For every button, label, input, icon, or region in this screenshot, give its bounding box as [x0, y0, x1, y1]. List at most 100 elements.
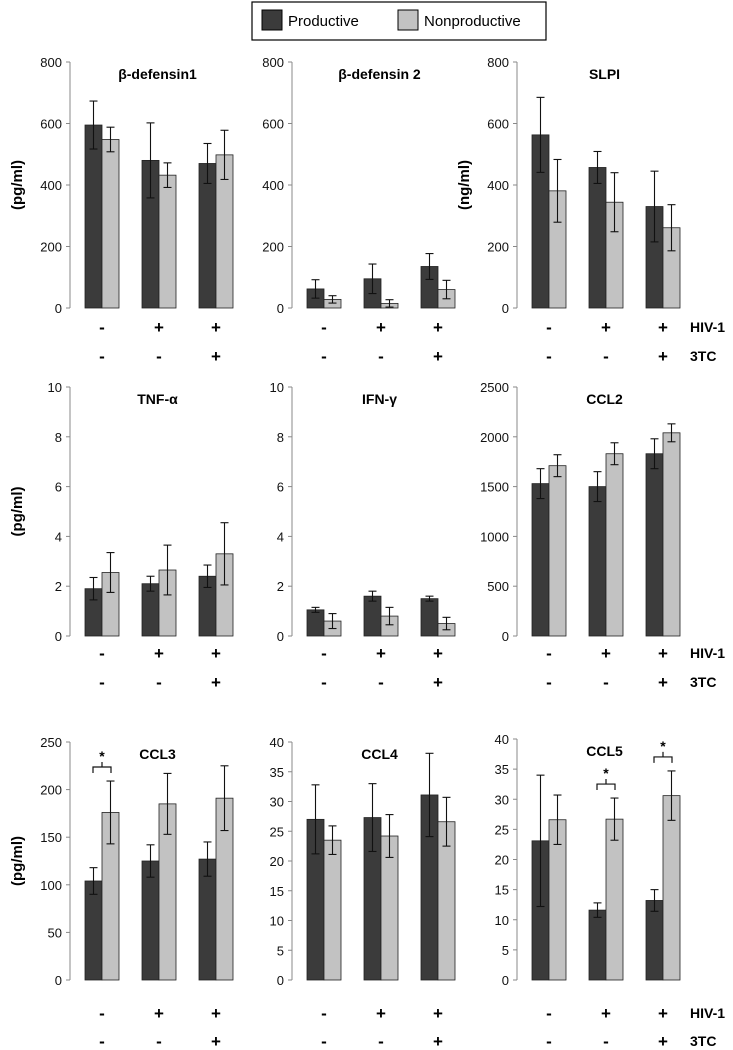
tc-condition: + — [211, 673, 221, 692]
tc-condition: - — [99, 347, 105, 366]
hiv-condition: + — [211, 644, 221, 663]
tc-condition: - — [156, 1032, 162, 1050]
hiv-condition: - — [321, 1004, 327, 1023]
y-tick-label: 30 — [270, 795, 284, 810]
y-tick-label: 5 — [277, 943, 284, 958]
hiv-condition: + — [658, 318, 668, 337]
y-tick-label: 200 — [40, 240, 62, 255]
hiv-condition: + — [376, 1004, 386, 1023]
tc-condition: - — [603, 673, 609, 692]
panel-title: CCL5 — [586, 743, 623, 759]
bar-productive — [531, 483, 550, 637]
bar-nonproductive — [605, 818, 624, 981]
y-tick-label: 4 — [277, 529, 284, 544]
bar-nonproductive — [323, 839, 342, 981]
tc-condition: - — [156, 673, 162, 692]
y-tick-label: 0 — [502, 973, 509, 988]
panel-ccl3: 0 50 100 150 200 250 CCL3 (pg/ml) * - - + - + + — [9, 735, 234, 1050]
hiv-condition: - — [321, 318, 327, 337]
y-tick-label: 250 — [40, 735, 62, 750]
y-tick-label: 6 — [55, 480, 62, 495]
tc-condition: - — [321, 1032, 327, 1050]
y-tick-label: 400 — [487, 178, 509, 193]
panel-slpi: 0 200 400 600 800 SLPI (ng/ml) - - + - + + HIV-1 3TC — [456, 55, 725, 366]
hiv-condition: - — [99, 318, 105, 337]
y-axis-label: (pg/ml) — [9, 836, 26, 886]
tc-condition: + — [433, 347, 443, 366]
panel--defensin1: 0 200 400 600 800 β-defensin1 (pg/ml) - - + - + + — [9, 55, 234, 366]
panel-title: SLPI — [589, 66, 620, 82]
tc-label: 3TC — [690, 674, 716, 690]
panel-title: CCL3 — [139, 746, 176, 762]
hiv-condition: + — [211, 318, 221, 337]
y-tick-label: 600 — [262, 117, 284, 132]
y-tick-label: 35 — [495, 762, 509, 777]
tc-condition: + — [658, 347, 668, 366]
hiv-label: HIV-1 — [690, 1005, 725, 1021]
tc-condition: - — [546, 673, 552, 692]
hiv-condition: - — [99, 1004, 105, 1023]
tc-label: 3TC — [690, 348, 716, 364]
y-tick-label: 800 — [40, 55, 62, 70]
bar-nonproductive — [605, 453, 624, 637]
y-tick-label: 2500 — [480, 380, 509, 395]
y-tick-label: 2 — [277, 579, 284, 594]
y-tick-label: 200 — [487, 240, 509, 255]
y-tick-label: 400 — [40, 178, 62, 193]
y-tick-label: 10 — [270, 914, 284, 929]
hiv-condition: + — [601, 318, 611, 337]
significance-bracket — [596, 779, 616, 791]
panel-ccl5: 0 5 10 15 20 25 30 35 40 CCL5 - - * + - * + + HIV-1 3TC — [495, 732, 726, 1050]
hiv-condition: - — [321, 644, 327, 663]
tc-condition: - — [321, 673, 327, 692]
panel-title: CCL2 — [586, 391, 623, 407]
hiv-label: HIV-1 — [690, 645, 725, 661]
y-tick-label: 0 — [502, 629, 509, 644]
y-tick-label: 25 — [270, 824, 284, 839]
tc-condition: - — [546, 1032, 552, 1050]
tc-condition: + — [211, 347, 221, 366]
y-axis-label: (pg/ml) — [9, 160, 26, 210]
tc-condition: + — [433, 1032, 443, 1050]
hiv-condition: + — [376, 644, 386, 663]
significance-star: * — [603, 765, 609, 781]
y-tick-label: 15 — [495, 883, 509, 898]
y-tick-label: 800 — [262, 55, 284, 70]
hiv-condition: + — [658, 644, 668, 663]
tc-condition: - — [378, 347, 384, 366]
significance-star: * — [99, 748, 105, 764]
y-tick-label: 0 — [502, 301, 509, 316]
tc-condition: - — [603, 347, 609, 366]
bar-productive — [420, 598, 439, 637]
y-tick-label: 40 — [495, 732, 509, 747]
bar-productive — [588, 486, 607, 637]
bar-nonproductive — [158, 174, 177, 309]
tc-label: 3TC — [690, 1033, 716, 1049]
legend-swatch-nonproductive — [397, 9, 419, 31]
tc-condition: - — [546, 347, 552, 366]
y-tick-label: 25 — [495, 822, 509, 837]
y-tick-label: 10 — [270, 380, 284, 395]
significance-bracket — [92, 762, 112, 774]
panel--defensin-2: 0 200 400 600 800 β-defensin 2 - - + - + + — [262, 55, 456, 366]
tc-condition: + — [433, 673, 443, 692]
y-tick-label: 0 — [277, 629, 284, 644]
tc-condition: - — [603, 1032, 609, 1050]
y-tick-label: 10 — [48, 380, 62, 395]
panel-title: β-defensin 2 — [338, 66, 421, 82]
hiv-condition: + — [433, 644, 443, 663]
y-tick-label: 2 — [55, 579, 62, 594]
tc-condition: - — [321, 347, 327, 366]
hiv-label: HIV-1 — [690, 319, 725, 335]
y-tick-label: 0 — [55, 973, 62, 988]
hiv-condition: - — [546, 318, 552, 337]
y-axis-label: (pg/ml) — [9, 487, 26, 537]
hiv-condition: + — [601, 1004, 611, 1023]
y-tick-label: 600 — [40, 117, 62, 132]
bar-productive — [84, 124, 103, 309]
panel-title: β-defensin1 — [118, 66, 197, 82]
hiv-condition: + — [154, 318, 164, 337]
hiv-condition: + — [154, 1004, 164, 1023]
